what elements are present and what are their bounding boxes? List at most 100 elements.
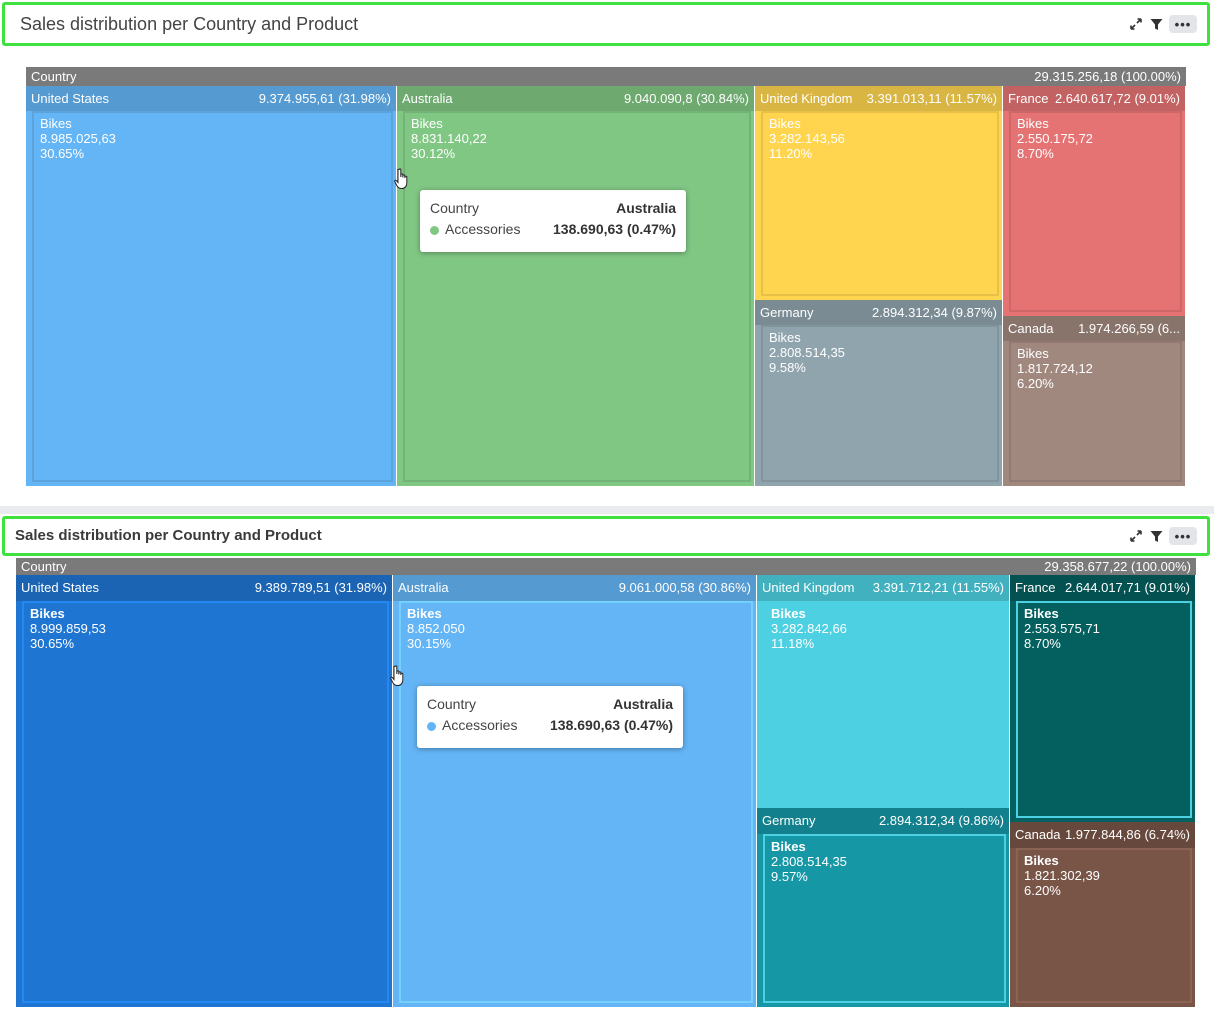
- product-leaf-bikes[interactable]: Bikes 2.550.175,72 8.70%: [1009, 111, 1182, 312]
- leaf-percent: 8.70%: [1024, 636, 1061, 651]
- treemap-root-header[interactable]: Country 29.315.256,18 (100.00%): [26, 67, 1186, 86]
- leaf-value: 8.985.025,63: [40, 131, 116, 146]
- leaf-value: 2.808.514,35: [771, 854, 847, 869]
- treemap-chart: Country 29.315.256,18 (100.00%) United Sta…: [26, 67, 1186, 486]
- tooltip-label: Country: [427, 696, 477, 712]
- country-name: United States: [31, 91, 110, 106]
- country-block-canada[interactable]: Canada 1.974.266,59 (6... Bikes 1.817.724,1…: [1003, 316, 1186, 486]
- tooltip: Country Australia Accessories 138.690,63 (0…: [420, 190, 686, 252]
- country-name: France: [1015, 580, 1056, 595]
- country-value: 3.391.013,11 (11.57%): [866, 91, 997, 106]
- treemap-widget-2: Sales distribution per Country and Produ…: [0, 514, 1214, 1022]
- treemap-chart: Country 29.358.677,22 (100.00%) United Sta…: [16, 558, 1196, 1007]
- legend-dot-icon: [427, 721, 436, 731]
- tooltip-header: Country Australia: [427, 694, 673, 715]
- treemap-root-label: Country: [31, 69, 77, 84]
- country-block-united-states[interactable]: United States 9.374.955,61 (31.98%) Bikes 8…: [26, 86, 397, 486]
- widget-toolbar: •••: [1129, 15, 1197, 33]
- product-leaf-bikes[interactable]: Bikes 2.808.514,35 9.58%: [761, 325, 999, 482]
- product-leaf-bikes[interactable]: Bikes 8.999.859,53 30.65%: [22, 601, 389, 1003]
- country-block-australia[interactable]: Australia 9.040.090,8 (30.84%) Bikes 8.831.…: [397, 86, 755, 486]
- leaf-percent: 9.58%: [769, 360, 806, 375]
- legend-dot-icon: [430, 225, 439, 235]
- product-leaf-bikes[interactable]: Bikes 8.985.025,63 30.65%: [32, 111, 393, 482]
- country-value: 9.061.000,58 (30.86%): [618, 580, 751, 595]
- tooltip-label: Country: [430, 200, 480, 216]
- country-value: 2.644.017,71 (9.01%): [1064, 580, 1190, 595]
- country-header: France 2.640.617,72 (9.01%): [1003, 86, 1185, 111]
- country-header: Germany 2.894.312,34 (9.87%): [755, 300, 1002, 325]
- tooltip-item: Accessories 138.690,63 (0.47%): [430, 219, 676, 240]
- tooltip-item-name: Accessories: [445, 221, 521, 237]
- more-icon[interactable]: •••: [1169, 15, 1197, 33]
- widget-toolbar: •••: [1129, 527, 1197, 545]
- country-value: 2.894.312,34 (9.87%): [871, 305, 997, 320]
- expand-icon[interactable]: [1129, 16, 1143, 32]
- country-block-germany[interactable]: Germany 2.894.312,34 (9.86%) Bikes 2.808.51…: [757, 808, 1010, 1007]
- country-block-germany[interactable]: Germany 2.894.312,34 (9.87%) Bikes 2.808.51…: [755, 300, 1003, 486]
- product-leaf-bikes[interactable]: Bikes 8.831.140,22 30.12%: [403, 111, 751, 482]
- leaf-name: Bikes: [40, 116, 72, 131]
- treemap-root-label: Country: [21, 559, 67, 574]
- country-block-united-states[interactable]: United States 9.389.789,51 (31.98%) Bikes 8…: [16, 575, 393, 1007]
- treemap-root-value: 29.358.677,22 (100.00%): [1044, 559, 1191, 574]
- tooltip: Country Australia Accessories 138.690,63 (0…: [417, 686, 683, 748]
- widget-header: Sales distribution per Country and Produ…: [2, 516, 1210, 556]
- more-icon[interactable]: •••: [1169, 527, 1197, 545]
- country-name: Germany: [762, 813, 816, 828]
- treemap-widget-1: Sales distribution per Country and Produ…: [0, 0, 1214, 506]
- filter-icon[interactable]: [1149, 528, 1163, 544]
- leaf-percent: 8.70%: [1017, 146, 1054, 161]
- leaf-value: 3.282.842,66: [771, 621, 847, 636]
- country-name: Canada: [1008, 321, 1054, 336]
- widget-title: Sales distribution per Country and Produ…: [15, 527, 322, 544]
- country-block-united-kingdom[interactable]: United Kingdom 3.391.013,11 (11.57%) Bikes…: [755, 86, 1003, 300]
- tooltip-item-name: Accessories: [442, 717, 518, 733]
- country-header: Australia 9.040.090,8 (30.84%): [397, 86, 754, 111]
- leaf-name: Bikes: [30, 606, 65, 621]
- product-leaf-bikes[interactable]: Bikes 3.282.842,66 11.18%: [763, 601, 1006, 804]
- country-header: Germany 2.894.312,34 (9.86%): [757, 808, 1009, 834]
- product-leaf-bikes[interactable]: Bikes 8.852.050 30.15%: [399, 601, 753, 1003]
- product-leaf-bikes[interactable]: Bikes 2.553.575,71 8.70%: [1016, 601, 1192, 818]
- tooltip-item-name-wrap: Accessories: [427, 715, 517, 736]
- country-block-australia[interactable]: Australia 9.061.000,58 (30.86%) Bikes 8.852…: [393, 575, 757, 1007]
- country-value: 9.040.090,8 (30.84%): [623, 91, 749, 106]
- country-block-united-kingdom[interactable]: United Kingdom 3.391.712,21 (11.55%) Bikes…: [757, 575, 1010, 808]
- country-value: 9.374.955,61 (31.98%): [258, 91, 391, 106]
- leaf-value: 8.831.140,22: [411, 131, 487, 146]
- country-block-canada[interactable]: Canada 1.977.844,86 (6.74%) Bikes 1.821.302…: [1010, 822, 1196, 1007]
- country-value: 1.974.266,59 (6...: [1078, 321, 1180, 336]
- country-header: United Kingdom 3.391.712,21 (11.55%): [757, 575, 1009, 601]
- expand-icon[interactable]: [1129, 528, 1143, 544]
- country-name: France: [1008, 91, 1049, 106]
- country-value: 3.391.712,21 (11.55%): [872, 580, 1004, 595]
- country-header: Canada 1.974.266,59 (6...: [1003, 316, 1185, 341]
- country-name: Australia: [402, 91, 453, 106]
- country-name: United Kingdom: [762, 580, 855, 595]
- leaf-name: Bikes: [1017, 116, 1049, 131]
- leaf-name: Bikes: [1024, 606, 1059, 621]
- treemap-root-header[interactable]: Country 29.358.677,22 (100.00%): [16, 558, 1196, 575]
- tooltip-item-value: 138.690,63 (0.47%): [553, 221, 676, 237]
- leaf-name: Bikes: [407, 606, 442, 621]
- leaf-percent: 30.65%: [30, 636, 75, 651]
- country-block-france[interactable]: France 2.640.617,72 (9.01%) Bikes 2.550.175…: [1003, 86, 1186, 316]
- product-leaf-bikes[interactable]: Bikes 1.821.302,39 6.20%: [1016, 848, 1192, 1003]
- product-leaf-bikes[interactable]: Bikes 1.817.724,12 6.20%: [1009, 341, 1182, 482]
- widget-header: Sales distribution per Country and Produ…: [2, 2, 1210, 46]
- country-value: 9.389.789,51 (31.98%): [254, 580, 387, 595]
- leaf-value: 2.553.575,71: [1024, 621, 1100, 636]
- hand-cursor-icon: [390, 665, 406, 687]
- leaf-name: Bikes: [1024, 853, 1059, 868]
- product-leaf-bikes[interactable]: Bikes 2.808.514,35 9.57%: [763, 834, 1006, 1003]
- leaf-value: 8.852.050: [407, 621, 465, 636]
- leaf-name: Bikes: [411, 116, 443, 131]
- country-block-france[interactable]: France 2.644.017,71 (9.01%) Bikes 2.553.575…: [1010, 575, 1196, 822]
- country-header: United Kingdom 3.391.013,11 (11.57%): [755, 86, 1002, 111]
- product-leaf-bikes[interactable]: Bikes 3.282.143,56 11.20%: [761, 111, 999, 296]
- filter-icon[interactable]: [1149, 16, 1163, 32]
- leaf-percent: 30.65%: [40, 146, 85, 161]
- hand-cursor-icon: [394, 168, 410, 190]
- country-header: France 2.644.017,71 (9.01%): [1010, 575, 1195, 601]
